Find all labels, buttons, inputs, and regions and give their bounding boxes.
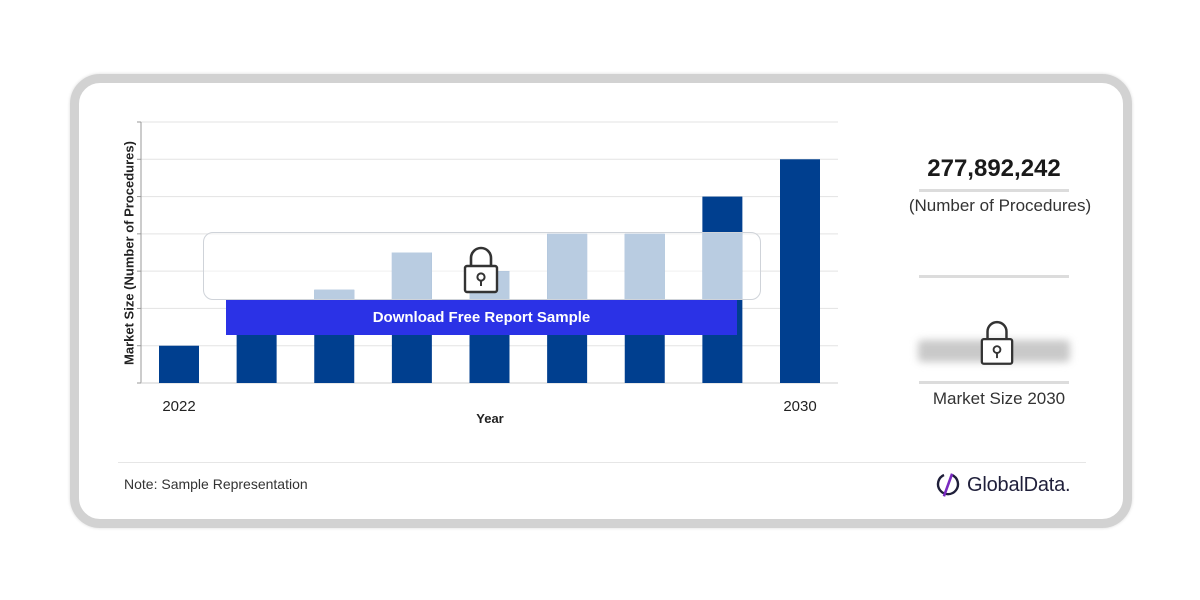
lock-icon bbox=[980, 320, 1014, 365]
globaldata-logo-icon bbox=[936, 473, 960, 497]
footer-divider bbox=[118, 462, 1086, 463]
brand-name: GlobalData. bbox=[967, 473, 1071, 496]
bar-obscured-2028 bbox=[624, 233, 665, 300]
x-tick-label-first: 2022 bbox=[162, 398, 196, 415]
sample-note: Note: Sample Representation bbox=[124, 476, 308, 492]
bar-obscured-2024 bbox=[314, 289, 355, 300]
bar-obscured-2027 bbox=[547, 233, 588, 300]
download-report-button[interactable]: Download Free Report Sample bbox=[226, 300, 737, 335]
bar-obscured-2029 bbox=[702, 232, 743, 300]
lock-icon bbox=[463, 246, 499, 294]
panel-divider-top bbox=[919, 189, 1069, 192]
market-size-unit: (Number of Procedures) bbox=[908, 196, 1092, 215]
market-size-value: 277,892,242 bbox=[927, 155, 1061, 182]
market-size-caption: Market Size 2030 bbox=[932, 389, 1066, 408]
brand-logo: GlobalData. bbox=[935, 471, 1071, 499]
panel-divider-middle bbox=[919, 275, 1069, 278]
bar-obscured-2025 bbox=[391, 252, 432, 300]
x-axis-title: Year bbox=[476, 411, 504, 426]
y-axis-title: Market Size (Number of Procedures) bbox=[121, 141, 137, 365]
bar-2022 bbox=[159, 345, 199, 383]
x-tick-label-last: 2030 bbox=[783, 398, 817, 415]
panel-divider-bottom bbox=[919, 381, 1069, 384]
bar-2030 bbox=[780, 159, 820, 383]
